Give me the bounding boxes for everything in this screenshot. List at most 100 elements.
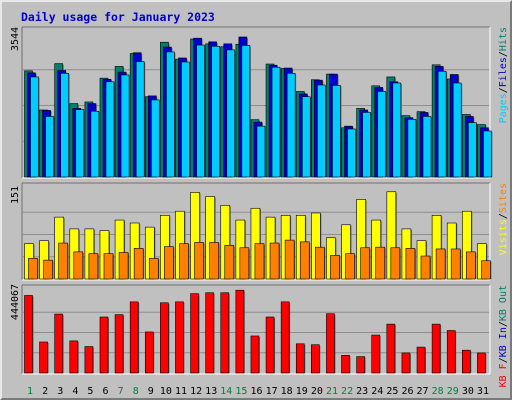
legend-middle-part-0: Visits <box>498 219 509 255</box>
legend-top-part-1: / <box>498 87 509 93</box>
bar-kb-f-day-4 <box>69 340 79 374</box>
bar-pages-day-10 <box>166 51 175 178</box>
day-label-6: 6 <box>103 386 109 397</box>
legend-bottom: KB F/KB In/KB Out <box>498 285 509 387</box>
bar-pages-day-25 <box>392 82 402 178</box>
day-label-18: 18 <box>281 386 293 397</box>
bar-sites-day-11 <box>179 243 189 280</box>
bar-pages-day-23 <box>362 112 371 178</box>
bar-sites-day-20 <box>315 246 325 280</box>
legend-bottom-part-1: / <box>498 357 509 363</box>
bar-kb-f-day-16 <box>250 335 260 374</box>
legend-bottom-part-2: KB In <box>498 327 509 357</box>
bar-kb-f-day-7 <box>114 314 124 374</box>
bar-sites-day-14 <box>224 245 235 280</box>
day-label-21: 21 <box>326 386 338 397</box>
bar-kb-f-day-5 <box>84 346 94 374</box>
bar-kb-f-day-10 <box>160 302 169 374</box>
chart-title: Daily usage for January 2023 <box>21 10 215 24</box>
bar-pages-day-1 <box>30 76 39 178</box>
bar-sites-day-22 <box>345 253 355 280</box>
bar-kb-f-day-9 <box>144 331 154 374</box>
day-label-12: 12 <box>190 386 202 397</box>
bar-kb-f-day-17 <box>265 316 275 374</box>
max-label-bottom: 444067 <box>10 284 21 320</box>
bar-kb-f-day-11 <box>175 301 184 374</box>
bar-sites-day-10 <box>164 246 174 280</box>
bar-kb-f-day-15 <box>235 289 245 374</box>
bar-kb-f-day-13 <box>205 292 214 374</box>
legend-middle: Visits/Sites <box>498 183 509 255</box>
bar-kb-f-day-23 <box>356 356 365 374</box>
legend-bottom-part-3: / <box>498 321 509 327</box>
day-label-23: 23 <box>356 386 368 397</box>
bar-pages-day-13 <box>211 45 220 178</box>
day-label-17: 17 <box>266 386 278 397</box>
day-label-13: 13 <box>205 386 217 397</box>
bar-kb-f-day-30 <box>462 349 471 374</box>
bar-sites-day-12 <box>194 242 204 280</box>
bar-kb-f-day-26 <box>401 352 411 374</box>
bar-sites-day-25 <box>390 247 401 280</box>
panel-bottom: 444067 KB F/KB In/KB Out <box>10 284 509 387</box>
bar-sites-day-6 <box>103 253 114 280</box>
legend-top: Pages/Files/Hits <box>498 27 509 123</box>
bar-sites-day-23 <box>360 247 370 280</box>
day-label-14: 14 <box>220 386 232 397</box>
bar-pages-day-21 <box>332 85 341 178</box>
bar-sites-day-1 <box>28 258 38 280</box>
bar-kb-f-day-20 <box>311 344 320 374</box>
bar-pages-day-6 <box>105 81 115 178</box>
bar-pages-day-19 <box>301 96 311 178</box>
day-label-28: 28 <box>432 386 444 397</box>
bar-pages-day-27 <box>422 116 432 178</box>
bar-sites-day-15 <box>239 247 250 280</box>
bar-sites-day-4 <box>73 251 84 280</box>
bar-kb-f-day-28 <box>431 323 441 374</box>
bar-pages-day-28 <box>437 70 447 178</box>
day-label-9: 9 <box>148 386 154 397</box>
day-label-20: 20 <box>311 386 323 397</box>
day-label-7: 7 <box>118 386 124 397</box>
day-label-11: 11 <box>175 386 187 397</box>
bar-sites-day-26 <box>405 248 416 280</box>
bar-kb-f-day-14 <box>220 292 230 374</box>
bar-pages-day-15 <box>241 45 251 178</box>
bar-sites-day-13 <box>209 242 219 280</box>
day-label-31: 31 <box>477 386 489 397</box>
bar-pages-day-31 <box>483 130 492 178</box>
bar-sites-day-31 <box>481 260 491 280</box>
bar-sites-day-30 <box>466 251 476 280</box>
bar-kb-f-day-8 <box>129 301 139 374</box>
legend-bottom-part-4: KB Out <box>498 285 509 321</box>
bar-kb-f-day-12 <box>190 293 199 374</box>
max-label-top: 3544 <box>10 27 21 51</box>
bar-sites-day-24 <box>375 246 386 280</box>
bar-pages-day-4 <box>75 109 85 178</box>
bar-pages-day-29 <box>452 82 462 178</box>
bar-pages-day-11 <box>181 61 190 178</box>
legend-top-part-0: Pages <box>498 93 509 123</box>
bar-sites-day-29 <box>450 248 461 280</box>
legend-middle-part-1: / <box>498 213 509 219</box>
bar-kb-f-day-6 <box>99 316 109 374</box>
day-label-25: 25 <box>386 386 398 397</box>
day-label-30: 30 <box>462 386 474 397</box>
day-label-2: 2 <box>42 386 48 397</box>
bar-kb-f-day-1 <box>24 295 33 374</box>
bar-sites-day-3 <box>58 242 68 280</box>
bar-sites-day-17 <box>269 242 280 280</box>
bar-pages-day-3 <box>60 73 69 178</box>
day-label-8: 8 <box>133 386 139 397</box>
bar-sites-day-7 <box>118 252 129 280</box>
bar-sites-day-2 <box>43 259 53 280</box>
bar-sites-day-21 <box>330 255 340 280</box>
bar-kb-f-day-21 <box>326 313 335 374</box>
bar-sites-day-9 <box>148 258 159 280</box>
bar-pages-day-14 <box>226 49 236 178</box>
bar-pages-day-9 <box>150 99 160 178</box>
day-label-5: 5 <box>87 386 93 397</box>
bar-pages-day-7 <box>120 74 130 178</box>
